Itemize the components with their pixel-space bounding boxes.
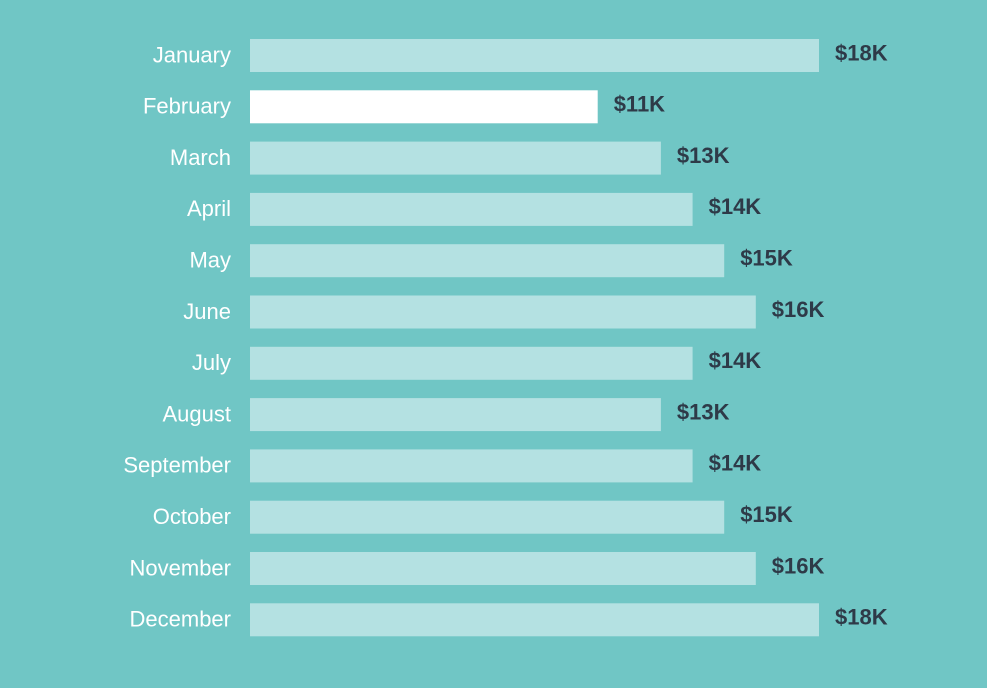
value-label-march: $13K [677,143,730,168]
value-label-november: $16K [772,553,825,578]
bar-may [250,244,725,278]
bar-march [250,141,661,175]
bar-april [250,192,693,226]
category-label-march: March [170,145,231,170]
bar-september [250,449,693,483]
bar-august [250,398,661,432]
category-label-july: July [192,350,231,375]
bar-december [250,603,819,637]
value-label-september: $14K [709,451,762,476]
category-label-january: January [153,42,231,67]
category-label-february: February [143,94,231,119]
bar-january [250,39,819,72]
value-label-may: $15K [740,246,793,271]
category-label-june: June [183,299,231,324]
category-label-december: December [130,607,231,632]
category-label-september: September [123,453,231,478]
value-label-june: $16K [772,297,825,322]
value-label-august: $13K [677,399,730,424]
category-labels-layer: January February March April May June July Augu… [123,42,231,631]
category-label-august: August [163,401,232,426]
bars-layer [250,39,819,637]
bar-february [250,90,598,124]
value-label-october: $15K [740,502,793,527]
category-label-october: October [153,504,231,529]
category-label-november: November [130,555,231,580]
value-label-february: $11K [614,92,665,117]
category-label-april: April [187,196,231,221]
bar-october [250,500,725,534]
value-label-december: $18K [835,605,888,630]
bar-july [250,346,693,380]
bar-june [250,295,756,329]
value-label-july: $14K [709,348,762,373]
bar-november [250,552,756,585]
value-labels-layer: $18K $11K $13K $14K $15K $16K $14K $13K $14K $15K… [614,40,888,629]
value-label-april: $14K [709,194,762,219]
category-label-may: May [189,248,231,273]
value-label-january: $18K [835,40,888,65]
